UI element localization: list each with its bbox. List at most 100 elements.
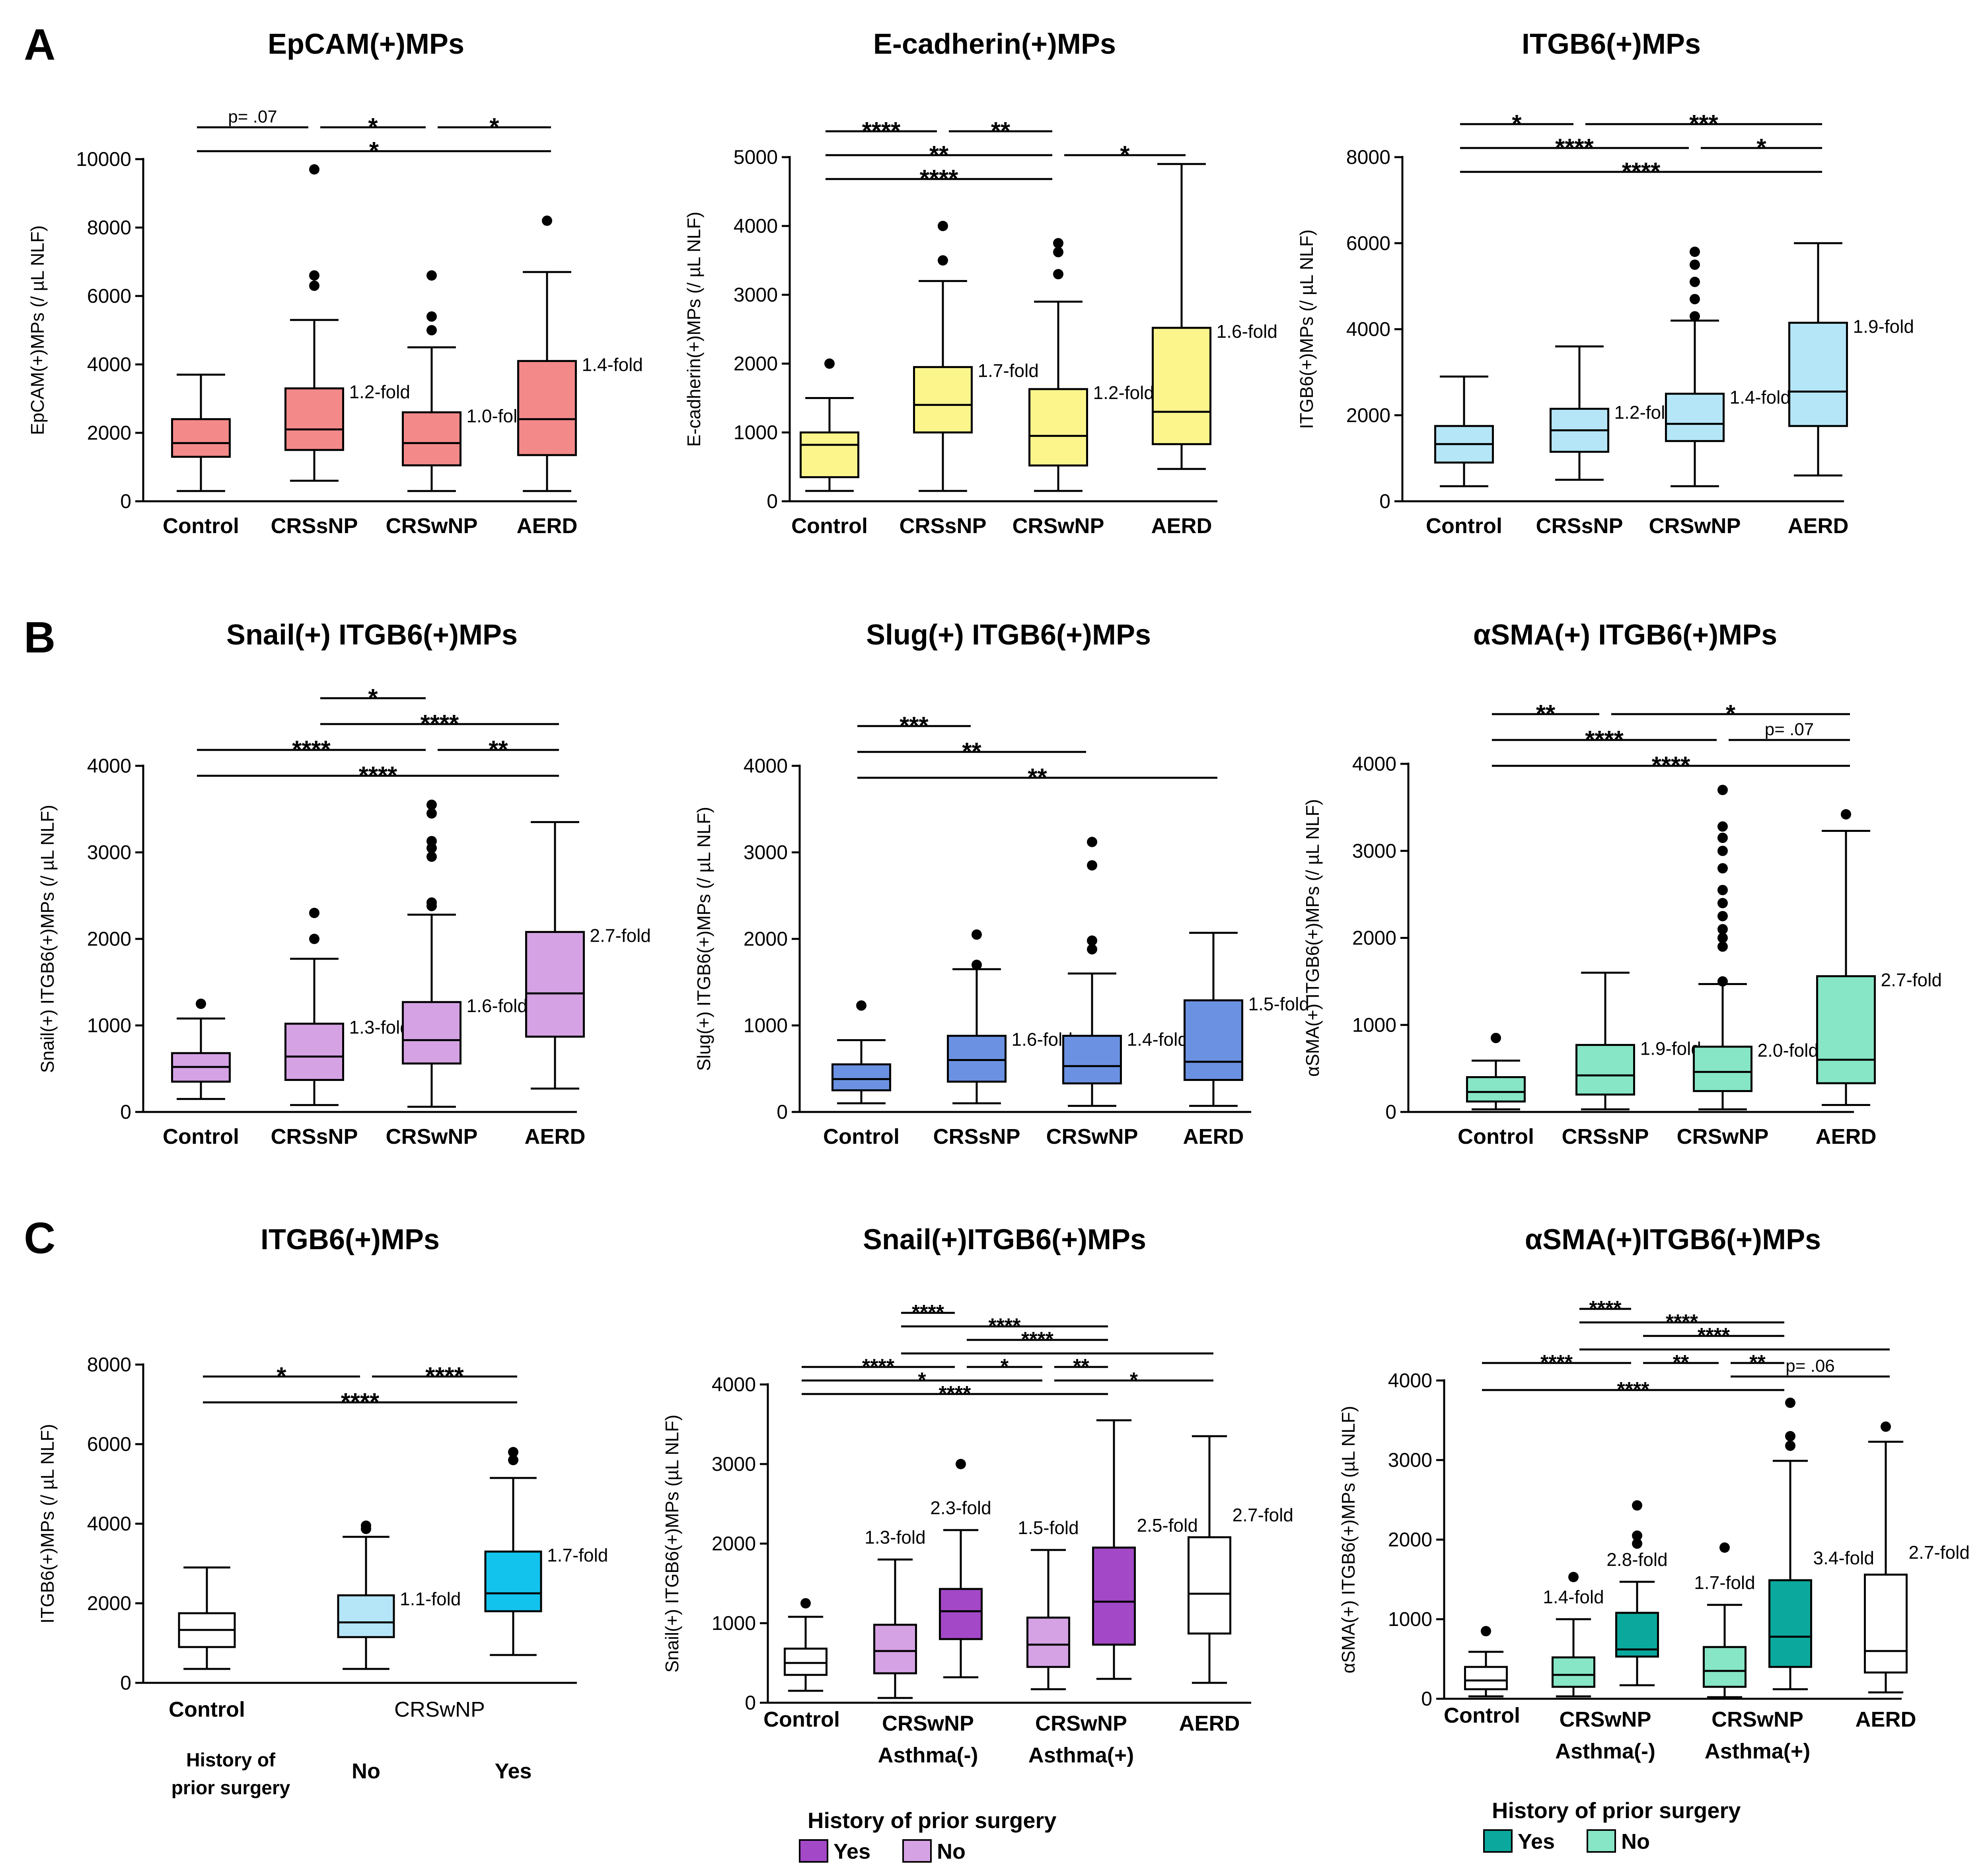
significance-label: * [1130,1369,1138,1392]
significance-label: ** [1073,1355,1089,1378]
significance-label: **** [1622,158,1661,185]
outlier-point [1087,837,1097,847]
iqr-box [831,1063,891,1092]
y-tick-label: 1000 [744,1014,788,1037]
y-tick-label: 3000 [1388,1449,1432,1471]
outlier-point [972,929,982,940]
outlier-point [1717,976,1728,987]
fold-change-label: 2.7-fold [1233,1505,1293,1525]
significance-bracket: * [1701,134,1822,162]
category-label: Control [1444,1704,1520,1727]
category-label: No [352,1759,380,1783]
fold-change-label: 2.7-fold [590,925,651,946]
legend-label-no: No [937,1840,966,1863]
chart-c3: αSMA(+)ITGB6(+)MPs 0 1000 2000 3000 4000 αSMA(… [1338,1224,1970,1854]
box-3: 1.9-fold [1788,242,1914,477]
outlier-point [1632,1538,1642,1549]
significance-bracket: ** [1054,1355,1108,1378]
outlier-point [508,1455,518,1465]
outlier-point [1717,785,1728,795]
y-tick-label: 0 [120,490,131,512]
significance-bracket: p= .07 [1729,720,1850,741]
category-label: Asthma(+) [1028,1743,1134,1767]
box-1: 1.1-fold [337,1521,461,1670]
y-tick-label: 1000 [734,421,778,444]
iqr-box [784,1647,828,1676]
category-label: CRSwNP [1676,1125,1768,1149]
outlier-point [1717,845,1728,856]
significance-bracket: **** [320,710,559,738]
significance-label: *** [1689,110,1718,138]
iqr-box [284,1022,344,1081]
y-tick-label: 1000 [1388,1608,1432,1630]
iqr-box [1062,1035,1122,1085]
y-tick-label: 2000 [1352,927,1396,949]
outlier-point [938,221,948,231]
outlier-point [508,1447,518,1457]
iqr-box [913,366,973,434]
outlier-point [1053,238,1063,249]
chart-title: ITGB6(+)MPs [1522,28,1701,60]
legend-label-no: No [1621,1830,1650,1854]
category-label: CRSwNP [1559,1708,1651,1731]
significance-label: * [368,684,378,712]
outlier-point [1717,933,1728,943]
significance-bracket: **** [1643,1324,1784,1347]
significance-bracket: **** [1579,1297,1631,1320]
significance-bracket: * [197,137,551,165]
iqr-box [1575,1044,1635,1096]
iqr-box [939,1588,983,1640]
significance-label: * [369,137,379,165]
significance-label: **** [425,1363,464,1390]
iqr-box [1552,1656,1595,1688]
box-0 [178,1566,236,1670]
panel-letter-b: B [24,613,55,662]
y-tick-label: 4000 [744,755,788,777]
category-label: CRSwNP [1012,514,1104,538]
legend-title: History of prior surgery [1492,1798,1741,1823]
y-tick-label: 6000 [87,1433,131,1455]
outlier-point [1881,1421,1891,1432]
outlier-point [426,311,437,322]
significance-bracket: **** [203,1388,517,1416]
significance-label: * [1001,1355,1009,1378]
outlier-point [1717,885,1728,896]
fold-change-label: 1.4-fold [1127,1029,1188,1050]
significance-label: **** [862,117,901,145]
iqr-box [402,411,461,467]
legend-swatch-no [902,1839,932,1863]
y-tick-label: 1000 [712,1612,756,1634]
box-3: 1.6-fold [1152,163,1277,470]
category-label: Control [763,1708,840,1731]
fold-change-label: 1.3-fold [865,1527,925,1548]
fold-change-label: 1.6-fold [467,995,528,1016]
significance-bracket: ** [1643,1351,1719,1374]
iqr-box [1184,999,1243,1081]
box-2: 1.6-fold [402,799,528,1108]
category-label: AERD [1855,1708,1916,1731]
fold-change-label: 1.9-fold [1640,1038,1701,1059]
outlier-point [938,255,948,266]
y-tick-label: 4000 [87,1513,131,1535]
chart-title: αSMA(+) ITGB6(+)MPs [1473,619,1777,651]
y-tick-label: 8000 [87,216,131,239]
y-tick-label: 2000 [1388,1528,1432,1551]
outlier-point [309,934,319,944]
significance-label: ** [991,117,1011,145]
iqr-box [1028,388,1088,467]
significance-bracket: ** [826,141,1052,169]
category-label: CRSsNP [933,1125,1020,1149]
significance-label: **** [1698,1324,1730,1347]
box-2: 1.4-fold [1062,837,1188,1107]
box-0 [1464,1626,1508,1698]
y-tick-label: 4000 [87,353,131,376]
legend: History of prior surgery Yes No [799,1808,1056,1863]
outlier-point [426,808,437,819]
box-3: 1.7-fold [1694,1542,1755,1698]
significance-label: ** [929,141,949,169]
significance-bracket: **** [802,1355,955,1378]
significance-label: p= .07 [1765,720,1814,739]
y-axis-label: αSMA(+) ITGB6(+)MPs (/ µL NLF) [1302,799,1323,1077]
y-tick-label: 4000 [1346,318,1390,341]
box-4: 3.4-fold [1768,1398,1874,1690]
